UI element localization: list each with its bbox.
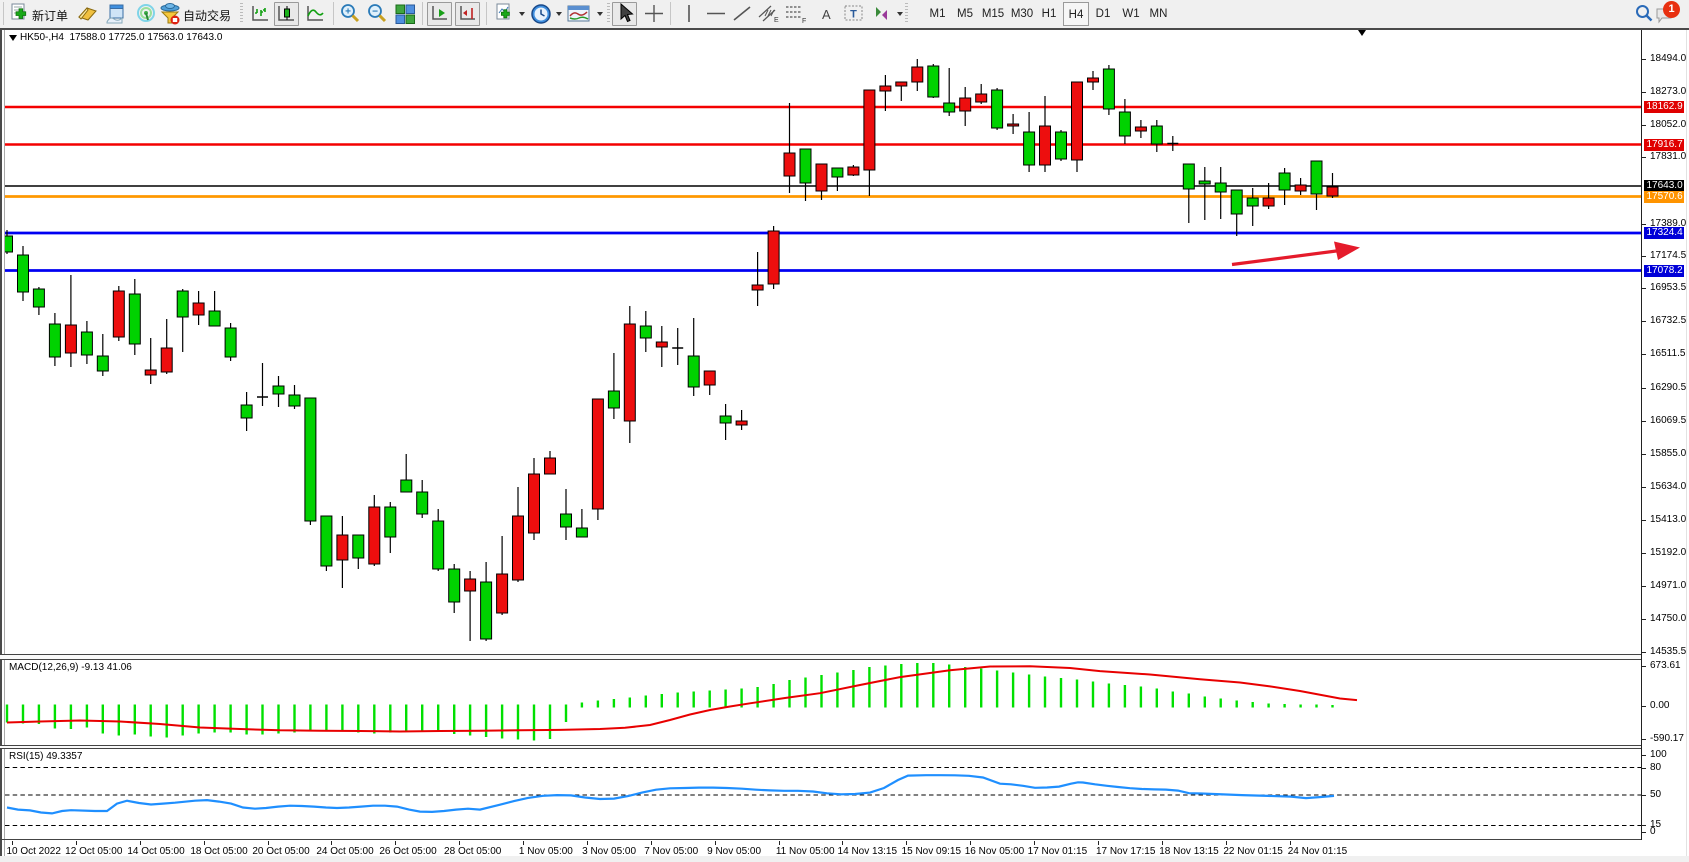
svg-text:−: −: [372, 7, 378, 18]
svg-text:F: F: [802, 18, 806, 24]
svg-text:T: T: [850, 9, 857, 21]
svg-text:+: +: [345, 7, 351, 18]
svg-text:E: E: [774, 17, 779, 24]
